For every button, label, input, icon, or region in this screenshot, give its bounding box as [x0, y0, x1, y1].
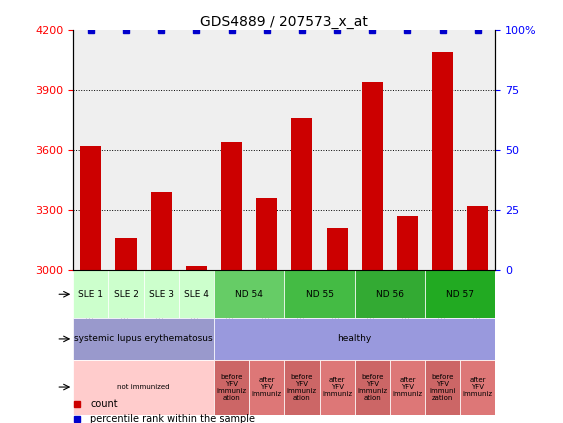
Text: healthy: healthy: [338, 335, 372, 343]
Text: systemic lupus erythematosus: systemic lupus erythematosus: [74, 335, 213, 343]
FancyBboxPatch shape: [73, 360, 214, 415]
FancyBboxPatch shape: [355, 270, 425, 318]
Text: before
YFV
immuniz
ation: before YFV immuniz ation: [216, 374, 247, 401]
Title: GDS4889 / 207573_x_at: GDS4889 / 207573_x_at: [200, 14, 368, 29]
Bar: [214, 30, 249, 270]
Bar: [108, 30, 144, 270]
FancyBboxPatch shape: [425, 360, 461, 415]
Bar: [186, 266, 207, 270]
FancyBboxPatch shape: [284, 360, 320, 415]
Bar: [73, 30, 108, 270]
Bar: [362, 82, 383, 270]
FancyBboxPatch shape: [425, 270, 495, 318]
FancyBboxPatch shape: [390, 360, 425, 415]
Bar: [221, 142, 242, 270]
Text: before
YFV
immuniz
ation: before YFV immuniz ation: [357, 374, 387, 401]
Text: count: count: [90, 399, 118, 409]
Text: not immunized: not immunized: [117, 384, 170, 390]
Text: after
YFV
immuniz: after YFV immuniz: [252, 377, 282, 397]
Text: SLE 2: SLE 2: [114, 290, 138, 299]
FancyBboxPatch shape: [73, 270, 108, 318]
FancyBboxPatch shape: [214, 270, 284, 318]
FancyBboxPatch shape: [284, 270, 355, 318]
FancyBboxPatch shape: [144, 270, 179, 318]
Bar: [256, 198, 277, 270]
Text: ND 54: ND 54: [235, 290, 263, 299]
Bar: [461, 30, 495, 270]
Text: ND 56: ND 56: [376, 290, 404, 299]
Bar: [80, 146, 101, 270]
Text: before
YFV
immuni
zation: before YFV immuni zation: [430, 374, 456, 401]
Text: ND 57: ND 57: [446, 290, 474, 299]
FancyBboxPatch shape: [214, 360, 249, 415]
Bar: [432, 52, 453, 270]
Bar: [179, 30, 214, 270]
FancyBboxPatch shape: [108, 270, 144, 318]
FancyBboxPatch shape: [179, 270, 214, 318]
Bar: [144, 30, 179, 270]
Bar: [320, 30, 355, 270]
Text: after
YFV
immuniz: after YFV immuniz: [463, 377, 493, 397]
Text: after
YFV
immuniz: after YFV immuniz: [392, 377, 423, 397]
Bar: [390, 30, 425, 270]
Bar: [284, 30, 320, 270]
Bar: [115, 238, 137, 270]
Text: SLE 3: SLE 3: [149, 290, 173, 299]
FancyBboxPatch shape: [320, 360, 355, 415]
Bar: [327, 228, 347, 270]
Text: percentile rank within the sample: percentile rank within the sample: [90, 414, 255, 423]
FancyBboxPatch shape: [214, 318, 495, 360]
FancyBboxPatch shape: [355, 360, 390, 415]
Bar: [355, 30, 390, 270]
Bar: [151, 192, 172, 270]
Bar: [397, 216, 418, 270]
FancyBboxPatch shape: [73, 318, 214, 360]
Bar: [292, 118, 312, 270]
Text: after
YFV
immuniz: after YFV immuniz: [322, 377, 352, 397]
Bar: [467, 206, 488, 270]
Text: before
YFV
immuniz
ation: before YFV immuniz ation: [287, 374, 317, 401]
Text: SLE 4: SLE 4: [184, 290, 209, 299]
Bar: [425, 30, 461, 270]
Bar: [249, 30, 284, 270]
Text: SLE 1: SLE 1: [78, 290, 103, 299]
FancyBboxPatch shape: [461, 360, 495, 415]
Text: ND 55: ND 55: [306, 290, 333, 299]
FancyBboxPatch shape: [249, 360, 284, 415]
